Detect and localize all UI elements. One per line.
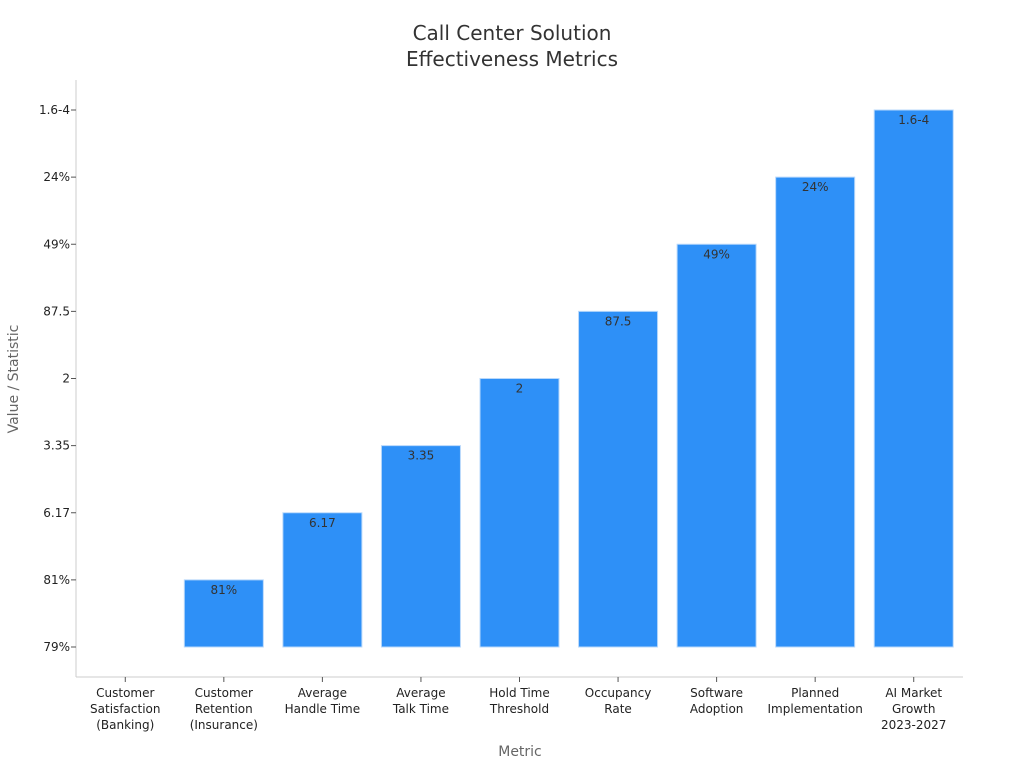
- y-tick-label: 49%: [43, 237, 70, 251]
- bar: [282, 512, 363, 648]
- x-tick-label: Hold Time Threshold: [489, 686, 550, 716]
- bar-data-label: 81%: [210, 583, 237, 597]
- bar-data-label: 2: [516, 382, 524, 396]
- bar-data-label: 24%: [802, 180, 829, 194]
- bar: [479, 378, 560, 648]
- x-axis-label: Metric: [498, 744, 542, 760]
- x-tick-label: Customer Satisfaction (Banking): [90, 686, 160, 732]
- y-tick-label: 6.17: [43, 506, 70, 520]
- x-tick-label: Software Adoption: [690, 686, 744, 716]
- bar-data-label: 87.5: [605, 314, 632, 328]
- x-tick-label: Average Talk Time: [392, 686, 449, 716]
- bar-labels-group: 81% 6.17 3.35 2 87.5 49% 24% 1.6-4: [210, 113, 929, 597]
- bar-data-label: 6.17: [309, 516, 336, 530]
- y-tick-label: 24%: [43, 170, 70, 184]
- bar: [676, 243, 757, 648]
- bar: [380, 445, 461, 648]
- y-tick-label: 1.6-4: [39, 103, 70, 117]
- bar: [873, 109, 954, 648]
- y-tick-label: 79%: [43, 640, 70, 654]
- bar-data-label: 3.35: [408, 449, 435, 463]
- chart-title-line-2: Effectiveness Metrics: [406, 47, 618, 71]
- x-tick-label: Customer Retention (Insurance): [190, 686, 258, 732]
- bar: [775, 176, 856, 648]
- x-tick-label: Average Handle Time: [285, 686, 361, 716]
- bars-group: [183, 109, 954, 648]
- bar: [183, 579, 264, 648]
- y-tick-label: 3.35: [43, 439, 70, 453]
- y-tick-label: 87.5: [43, 304, 70, 318]
- bar-data-label: 49%: [703, 247, 730, 261]
- x-tick-label: AI Market Growth 2023-2027: [881, 686, 946, 732]
- y-axis-label: Value / Statistic: [6, 325, 22, 434]
- x-tick-label: Occupancy Rate: [585, 686, 652, 716]
- y-tick-label: 81%: [43, 573, 70, 587]
- bar-data-label: 1.6-4: [898, 113, 929, 127]
- y-ticks-group: 79% 81% 6.17 3.35 2 87.5 49% 24% 1.6-4: [39, 103, 76, 654]
- chart-title-line-1: Call Center Solution: [413, 21, 612, 45]
- y-tick-label: 2: [62, 372, 70, 386]
- bar: [578, 310, 659, 648]
- x-ticks-group: Customer Satisfaction (Banking) Customer Ret…: [90, 677, 946, 732]
- x-tick-label: Planned Implementation: [768, 686, 863, 716]
